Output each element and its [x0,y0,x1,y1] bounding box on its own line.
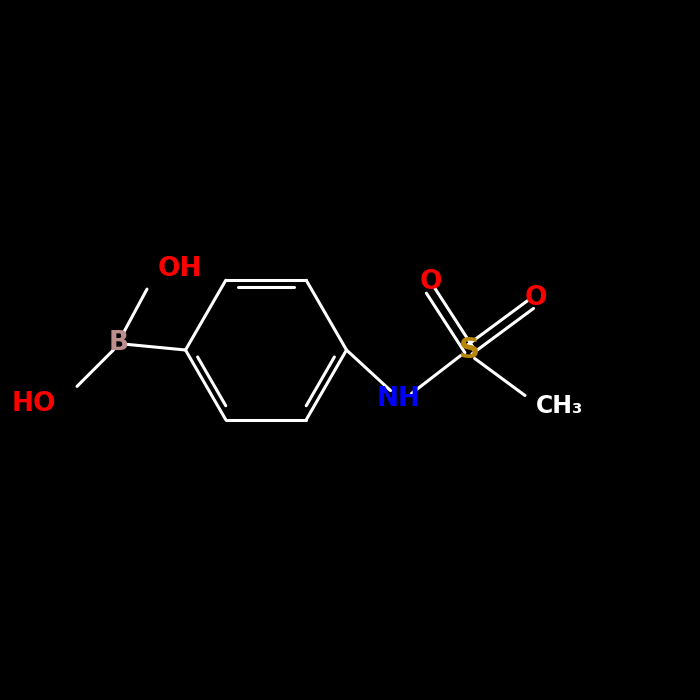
Text: HO: HO [11,391,56,417]
Text: S: S [458,336,480,364]
Text: NH: NH [377,386,421,412]
Text: B: B [109,330,129,356]
Text: CH₃: CH₃ [536,394,582,418]
Text: O: O [419,269,442,295]
Text: O: O [525,284,547,311]
Text: OH: OH [158,256,202,283]
